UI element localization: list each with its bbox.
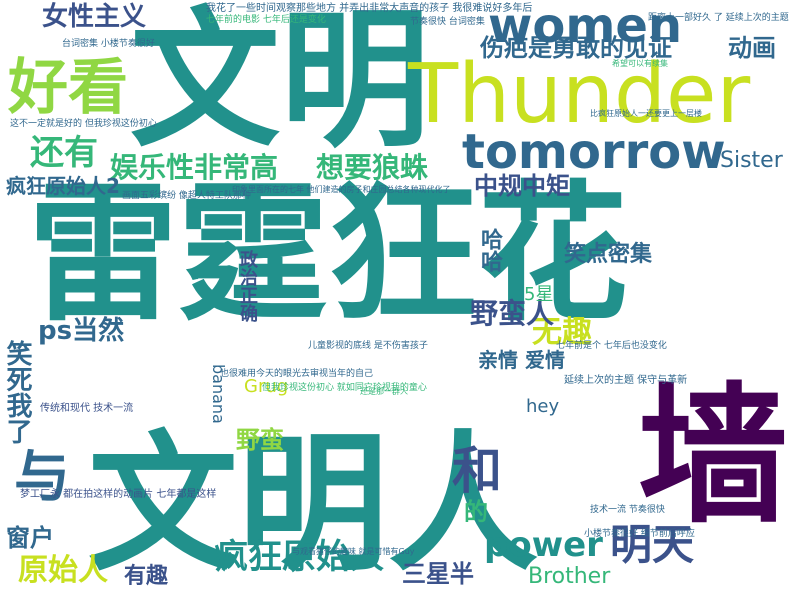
word-sanxingban: 三星半: [402, 560, 474, 588]
word-haha: 哈哈: [477, 228, 502, 272]
word-yuanshiren: 原始人: [18, 553, 108, 588]
text-sentence9: 台词密集 小楼节奏很好: [62, 39, 155, 49]
word-he: 和: [452, 442, 502, 500]
word-shanghen: 伤疤是勇敢的见证: [480, 34, 672, 62]
word-xiaosi: 笑死我了: [2, 340, 32, 444]
word-wenmingren: 文明人: [88, 418, 539, 592]
word-wenming: 文明: [130, 0, 431, 168]
text-sentence8: 节奏很快 台词密集: [410, 17, 485, 27]
word-yemanren: 野蛮人: [470, 297, 555, 330]
word-youqu: 有趣: [124, 564, 169, 589]
text-sentence2: 七年前的电影 七年后还是变化: [206, 15, 326, 25]
word-mingtian: 明天: [610, 520, 695, 569]
text-sentence18: 距离上一部好久 了 延续上次的主题: [648, 13, 789, 23]
word-women: women: [488, 0, 683, 54]
text-mengchang: 梦工厂永 都在拍这样的动画片 七年都是这样: [20, 489, 217, 500]
word-wuxing: 5星: [524, 284, 554, 305]
text-sentence3: 这不一定就是好的 但我珍视这份初心: [10, 119, 157, 129]
word-haokan: 好看: [8, 53, 128, 123]
word-fengkuang: 疯狂原始人: [214, 537, 384, 577]
word-yule: 娱乐性非常高: [110, 151, 279, 184]
text-sentence11: 印象里面所在的七年 他们建造的房子和庄园总结各种现代化了: [232, 185, 451, 194]
word-qiang: 墙: [638, 370, 789, 544]
word-hey: hey: [526, 396, 560, 417]
word-yu: 与: [14, 445, 70, 510]
word-fengkuang2: 疯狂原始人2: [6, 174, 120, 198]
text-sentence1: 我花了一些时间观察那些地方 并弄出非常大声音的孩子 我很难说好多年后: [206, 3, 533, 14]
text-sentence17: 希望可以有续集: [612, 59, 668, 68]
word-thunder: Thunder: [408, 47, 751, 142]
text-sentence4: 也很难用今天的眼光去审视当年的自己: [220, 369, 374, 379]
text-sentence16: 比疯狂原始人一还要更上一层楼: [590, 109, 702, 118]
word-brother: Brother: [528, 564, 611, 589]
word-haiyou: 还有: [30, 133, 98, 173]
word-power: power: [484, 525, 603, 565]
word-de: 的: [464, 498, 488, 526]
word-zhonggui: 中规中矩: [474, 172, 570, 200]
text-sentence14: 与观看猪仔的趣味 就是可惜有Guy: [292, 547, 415, 556]
word-leiting: 雷霆狂花: [28, 168, 629, 342]
word-qinqing: 亲情 爱情: [478, 348, 565, 372]
text-chuantong: 传统和现代 技术一流: [40, 403, 134, 414]
text-sentence15: 还是那一群人: [360, 387, 408, 396]
text-yanxu: 延续上次的主题 保守与革新: [564, 375, 688, 386]
text-sentence10: 画面五彩缤纷 像超人特工队那种: [122, 191, 251, 201]
word-chuanghu: 窗户: [6, 524, 54, 552]
word-sister: Sister: [720, 148, 783, 173]
word-zhengzhi: 政治正确: [237, 250, 258, 322]
word-tomorrow: tomorrow: [462, 124, 726, 180]
word-grug: Grug: [244, 376, 289, 397]
text-sentence6: 儿童影视的底线 是不伤害孩子: [308, 341, 428, 351]
text-sentence7: 七年前是个 七年后也没变化: [556, 341, 667, 351]
text-sentence13: 技术一流 节奏很快: [590, 505, 665, 515]
word-xiaodian: 笑点密集: [564, 242, 653, 267]
text-sentence5: 但我珍视这份初心 就如同它珍视我的童心: [262, 383, 427, 393]
word-wuqu: 无趣: [532, 315, 592, 350]
word-banana: banana: [209, 364, 228, 424]
word-psdangran: ps当然: [38, 316, 125, 346]
word-nvxing: 女性主义: [42, 2, 147, 32]
word-yeman: 野蛮: [236, 426, 284, 454]
word-donghua: 动画: [728, 34, 776, 62]
word-langzhu: 想要狼蛛: [316, 151, 429, 184]
text-sentence12: 小楼节奏很好 细节前后呼应: [584, 529, 695, 539]
